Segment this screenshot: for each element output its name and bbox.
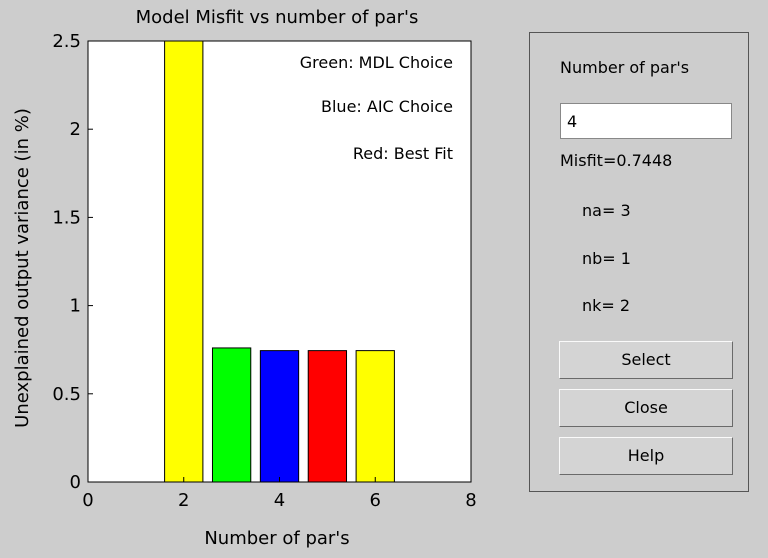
number-of-pars-label: Number of par's: [560, 58, 690, 77]
annotation-best: Red: Best Fit: [353, 144, 453, 163]
x-tick-label: 0: [82, 490, 93, 511]
y-tick-label: 0.5: [52, 384, 81, 405]
x-axis-label: Number of par's: [204, 528, 349, 549]
nb-text: nb= 1: [582, 249, 631, 268]
bar-3: [211, 347, 252, 483]
y-tick-label: 2.5: [52, 31, 81, 52]
help-button[interactable]: Help: [559, 437, 733, 475]
y-tick-label: 2: [70, 119, 81, 140]
y-tick-label: 0: [70, 472, 81, 493]
x-tick-label: 6: [370, 490, 381, 511]
na-text: na= 3: [582, 201, 631, 220]
select-button[interactable]: Select: [559, 341, 733, 379]
bar-5: [307, 350, 348, 483]
x-tick-label: 8: [465, 490, 476, 511]
annotation-mdl: Green: MDL Choice: [300, 53, 453, 72]
y-tick-label: 1.5: [52, 207, 81, 228]
bar-4: [259, 350, 300, 483]
nk-text: nk= 2: [582, 296, 631, 315]
close-button[interactable]: Close: [559, 389, 733, 427]
annotation-aic: Blue: AIC Choice: [321, 97, 453, 116]
y-tick-label: 1: [70, 296, 81, 317]
misfit-text: Misfit=0.7448: [560, 151, 673, 170]
bar-2: [164, 40, 204, 483]
chart-title: Model Misfit vs number of par's: [136, 7, 419, 28]
x-tick-label: 2: [178, 490, 189, 511]
x-tick-label: 4: [274, 490, 285, 511]
model-selection-panel: Number of par's Misfit=0.7448 na= 3 nb= …: [529, 32, 749, 492]
y-axis-label: Unexplained output variance (in %): [12, 108, 33, 428]
bar-6: [355, 350, 395, 483]
number-of-pars-input[interactable]: [560, 103, 732, 139]
